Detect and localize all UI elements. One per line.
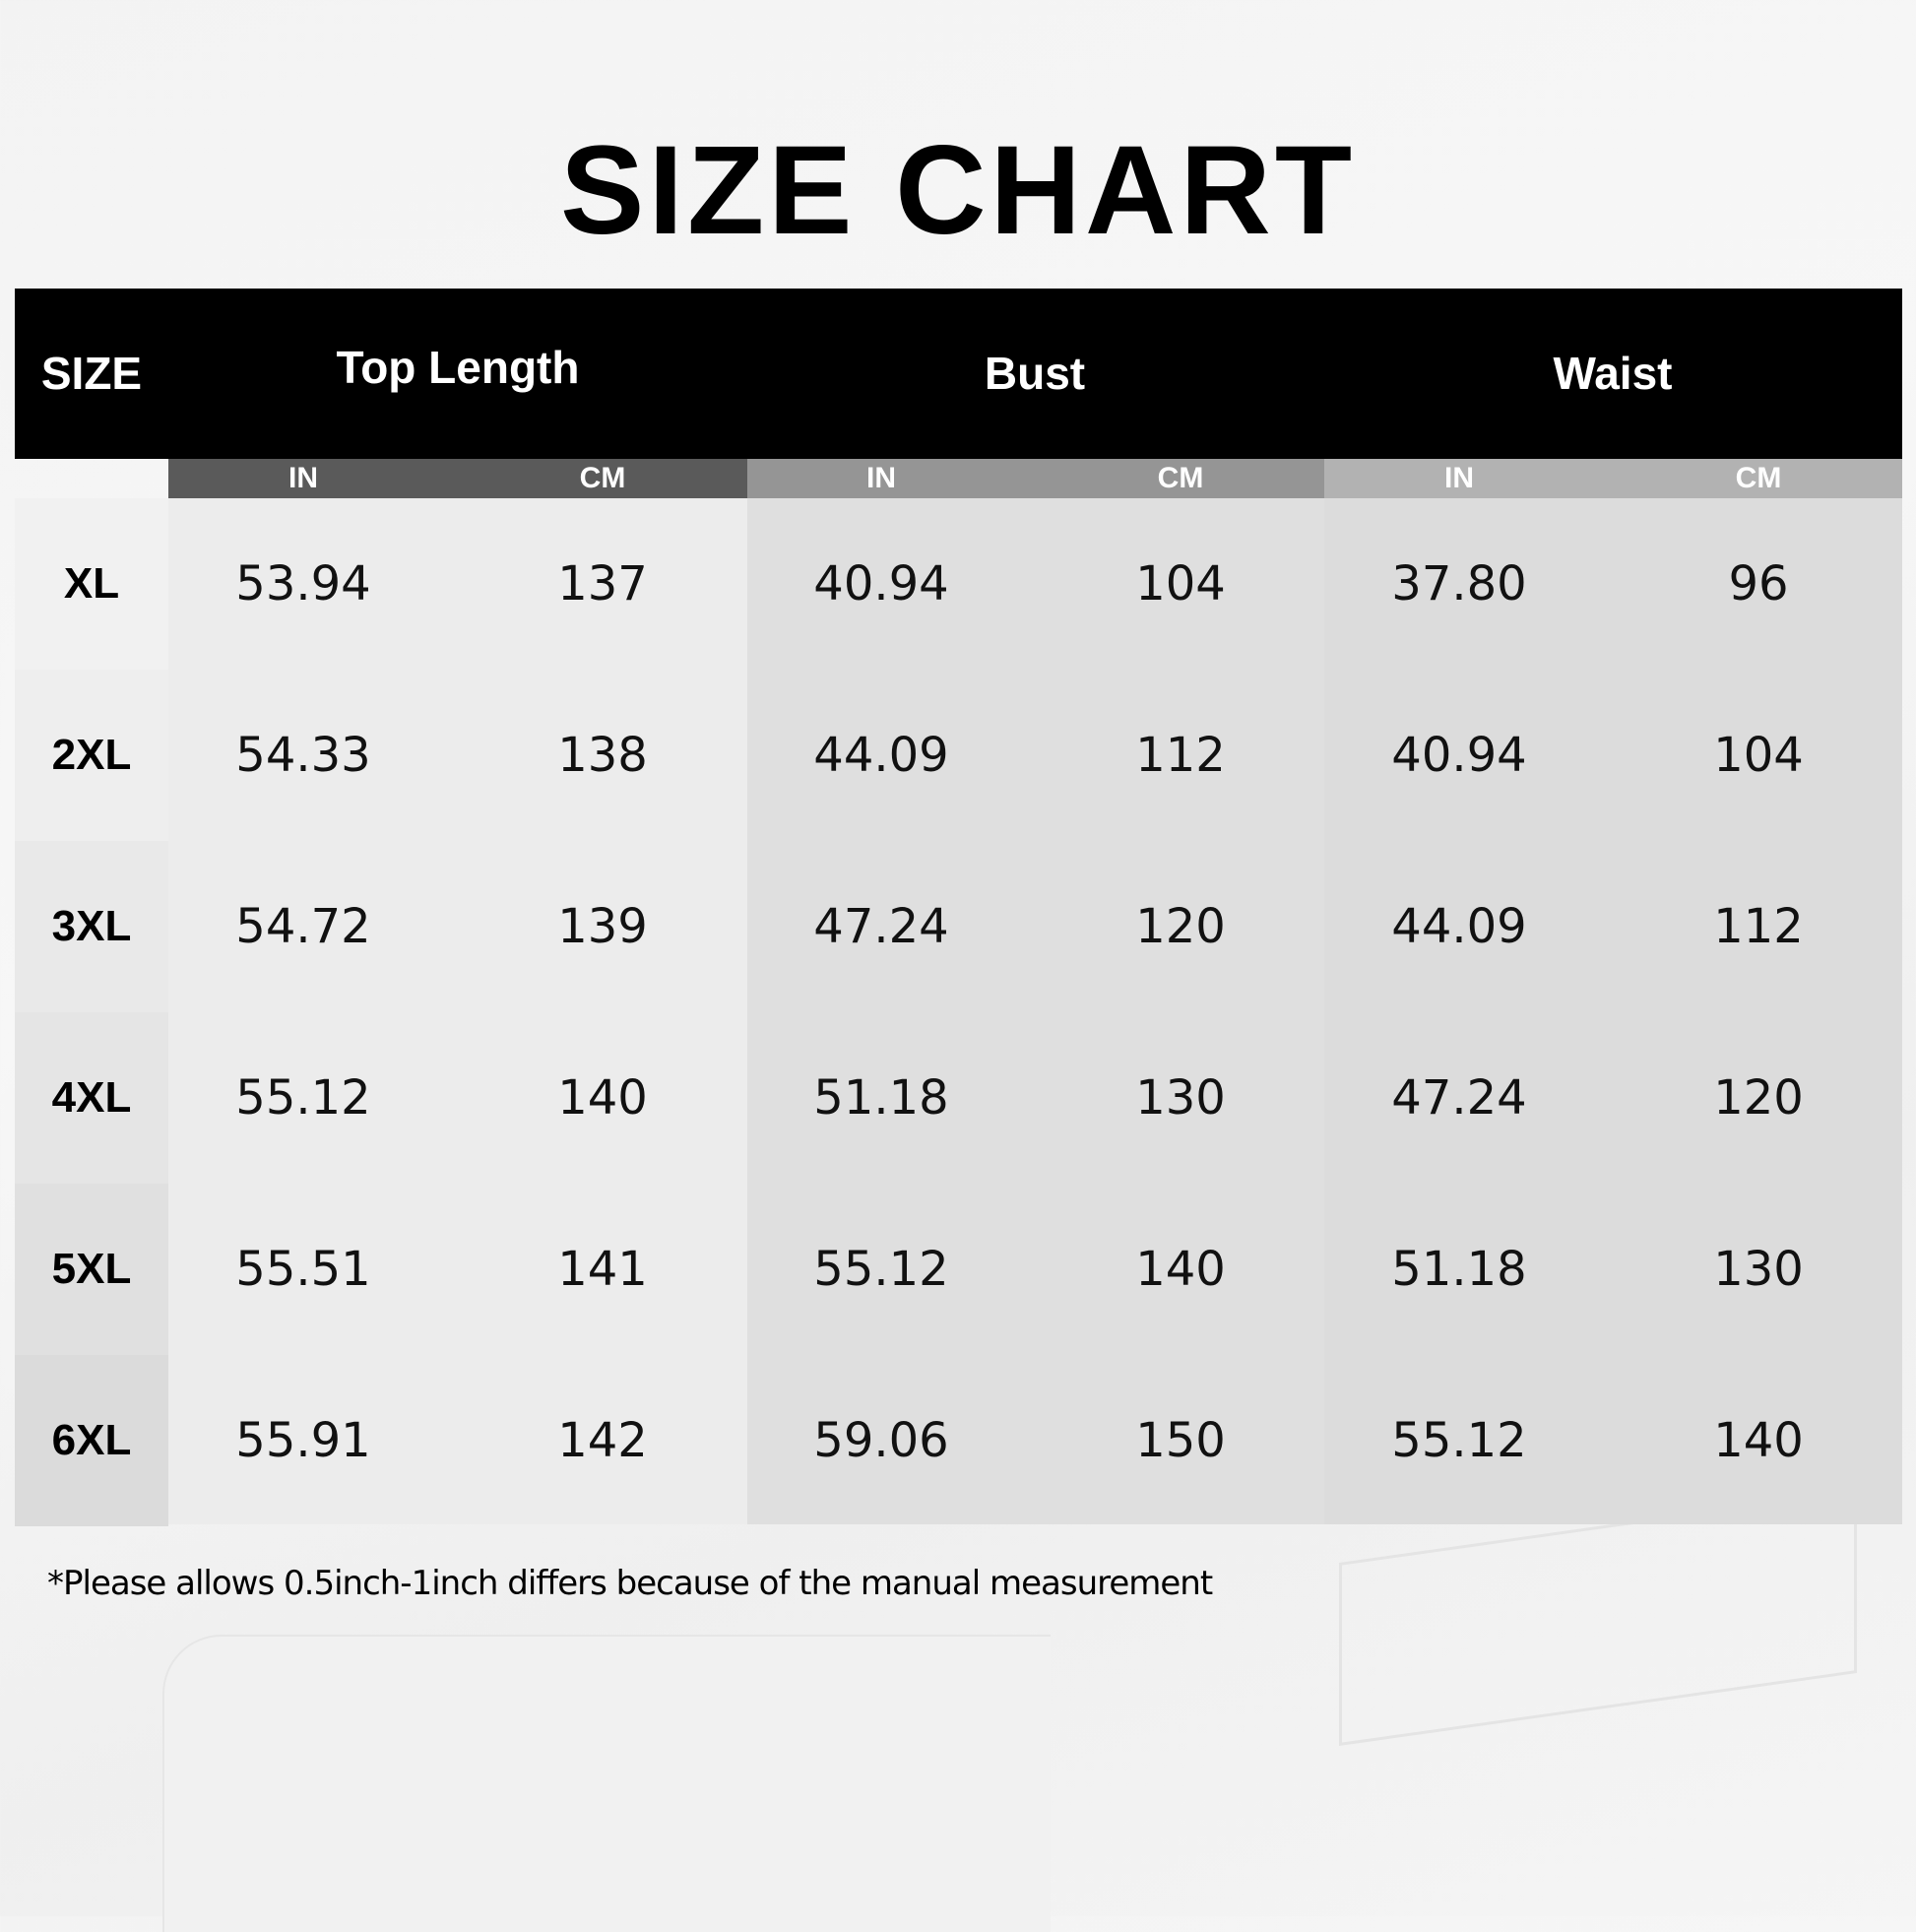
table-cell: 55.51: [235, 1242, 371, 1297]
table-cell: 140: [1713, 1413, 1804, 1468]
table-cell: 130: [1135, 1070, 1226, 1126]
unit-label: IN: [1444, 462, 1474, 494]
table-cell: 96: [1728, 556, 1789, 612]
unit-label: CM: [1735, 462, 1782, 494]
table-cell: 120: [1713, 1070, 1804, 1126]
table-cell: 55.12: [1391, 1413, 1527, 1468]
table-cell: 37.80: [1391, 556, 1527, 612]
table-cell: 120: [1135, 899, 1226, 954]
table-cell: 40.94: [1391, 728, 1527, 783]
size-label: XL: [15, 498, 168, 670]
table-cell: 40.94: [813, 556, 949, 612]
table-cell: 150: [1135, 1413, 1226, 1468]
table-cell: 104: [1135, 556, 1226, 612]
size-label: 4XL: [15, 1012, 168, 1184]
table-cell: 55.91: [235, 1413, 371, 1468]
table-cell: 44.09: [1391, 899, 1527, 954]
table-cell: 47.24: [1391, 1070, 1527, 1126]
table-cell: 141: [557, 1242, 648, 1297]
table-row: 4XL 55.12 140 51.18 130 47.24 120: [0, 1012, 1916, 1184]
table-row: 3XL 54.72 139 47.24 120 44.09 112: [0, 841, 1916, 1012]
table-row: 6XL 55.91 142 59.06 150 55.12 140: [0, 1355, 1916, 1526]
size-label: 6XL: [15, 1355, 168, 1526]
table-cell: 55.12: [235, 1070, 371, 1126]
unit-row-bust: IN CM: [747, 459, 1324, 498]
unit-row-top-length: IN CM: [168, 459, 747, 498]
background-sofa: [162, 1635, 1051, 1932]
header-top-length: Top Length: [336, 342, 580, 393]
header-waist: Waist: [1553, 348, 1673, 399]
background-table: [1339, 1490, 1857, 1746]
unit-label: IN: [866, 462, 896, 494]
unit-label: CM: [1157, 462, 1204, 494]
table-row: 2XL 54.33 138 44.09 112 40.94 104: [0, 670, 1916, 841]
table-cell: 130: [1713, 1242, 1804, 1297]
table-cell: 59.06: [813, 1413, 949, 1468]
header-bust: Bust: [984, 348, 1086, 399]
table-cell: 104: [1713, 728, 1804, 783]
table-cell: 112: [1713, 899, 1804, 954]
unit-row-waist: IN CM: [1324, 459, 1902, 498]
table-cell: 138: [557, 728, 648, 783]
table-cell: 53.94: [235, 556, 371, 612]
table-cell: 140: [557, 1070, 648, 1126]
measurement-note: *Please allows 0.5inch-1inch differs bec…: [47, 1564, 1213, 1603]
table-cell: 112: [1135, 728, 1226, 783]
table-cell: 54.33: [235, 728, 371, 783]
table-cell: 54.72: [235, 899, 371, 954]
table-cell: 137: [557, 556, 648, 612]
unit-label: IN: [288, 462, 318, 494]
table-cell: 44.09: [813, 728, 949, 783]
table-cell: 55.12: [813, 1242, 949, 1297]
column-top-length: [168, 498, 747, 1524]
size-label: 5XL: [15, 1184, 168, 1355]
table-cell: 47.24: [813, 899, 949, 954]
table-header: SIZE Top Length Bust Waist: [15, 289, 1902, 459]
size-label: 3XL: [15, 841, 168, 1012]
table-row: 5XL 55.51 141 55.12 140 51.18 130: [0, 1184, 1916, 1355]
header-size: SIZE: [40, 348, 143, 399]
column-bust: [747, 498, 1324, 1524]
table-cell: 51.18: [813, 1070, 949, 1126]
table-cell: 142: [557, 1413, 648, 1468]
size-label: 2XL: [15, 670, 168, 841]
page-title: SIZE CHART: [560, 120, 1356, 261]
table-cell: 139: [557, 899, 648, 954]
unit-label: CM: [579, 462, 626, 494]
table-cell: 51.18: [1391, 1242, 1527, 1297]
table-cell: 140: [1135, 1242, 1226, 1297]
table-row: XL 53.94 137 40.94 104 37.80 96: [0, 498, 1916, 670]
column-waist: [1324, 498, 1902, 1524]
